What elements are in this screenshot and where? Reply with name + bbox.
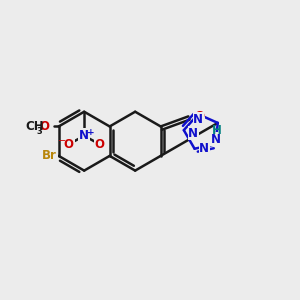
Text: N: N (199, 142, 209, 155)
Text: O: O (195, 110, 205, 123)
Text: N: N (193, 113, 203, 126)
Text: N: N (188, 127, 198, 140)
Text: O: O (94, 138, 104, 151)
Text: Br: Br (42, 149, 57, 162)
Text: N: N (79, 129, 89, 142)
Text: −: − (58, 136, 66, 146)
Text: O: O (39, 120, 49, 133)
Text: CH: CH (25, 120, 44, 133)
Text: 3: 3 (36, 127, 42, 136)
Text: H: H (212, 124, 222, 136)
Text: O: O (64, 138, 74, 151)
Text: N: N (211, 133, 220, 146)
Text: +: + (87, 128, 94, 137)
